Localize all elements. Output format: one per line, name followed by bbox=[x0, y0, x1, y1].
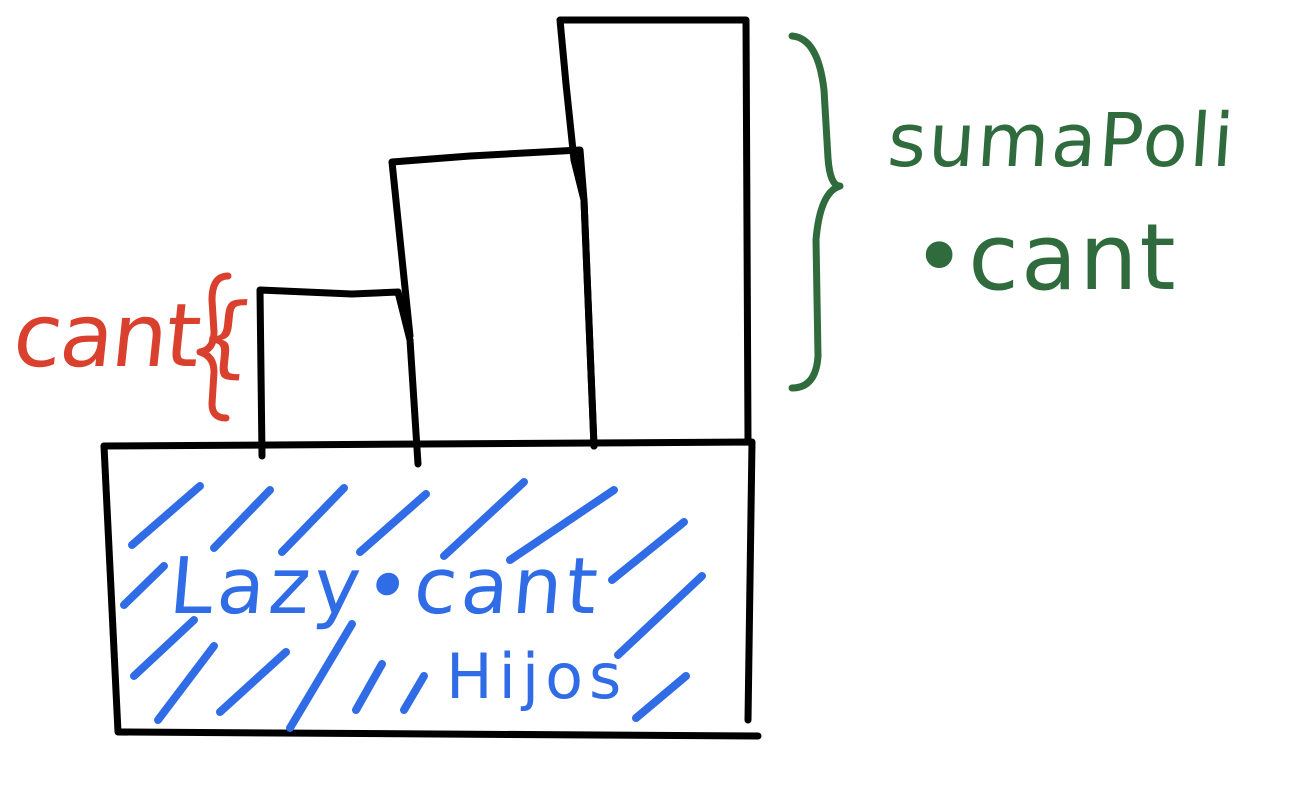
label-suma-poli: sumaPoli bbox=[884, 98, 1239, 184]
label-lazy-cant: Lazy•cant bbox=[166, 542, 606, 632]
medium-box bbox=[388, 146, 598, 450]
green-brace bbox=[788, 32, 844, 392]
label-cant: cant{ bbox=[8, 284, 259, 387]
tall-box bbox=[556, 16, 752, 450]
label-dot-cant: •cant bbox=[912, 204, 1178, 311]
lazy-base-rectangle bbox=[100, 438, 762, 740]
small-box bbox=[256, 286, 422, 468]
red-brace bbox=[196, 272, 232, 422]
stacked-boxes bbox=[256, 16, 752, 468]
label-hijos: Hijos bbox=[446, 640, 628, 713]
hatching bbox=[120, 478, 706, 732]
